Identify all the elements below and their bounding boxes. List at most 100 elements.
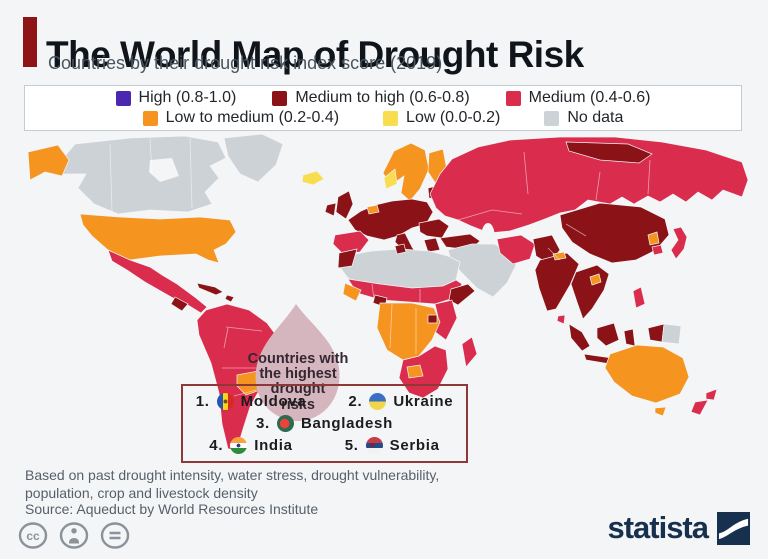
map-region-philippines — [632, 286, 646, 309]
legend-item-low: Low (0.0-0.2) — [383, 109, 500, 127]
flag-bangladesh-icon — [276, 414, 294, 432]
callout-drop-shape — [255, 304, 340, 421]
rank-row-2: 3. Bangladesh — [189, 414, 460, 432]
rank-number-4: 4. — [209, 437, 224, 455]
country-name-moldova: Moldova — [240, 392, 307, 410]
methodology-note: Based on past drought intensity, water s… — [25, 467, 439, 503]
flag-serbia-icon — [365, 437, 383, 455]
map-region-iberia — [332, 230, 370, 255]
map-region-new-guinea-west — [647, 323, 665, 343]
map-region-usa — [79, 213, 237, 264]
map-region-greenland — [223, 133, 284, 183]
map-region-new-guinea-east — [661, 323, 682, 345]
cc-attribution-icon[interactable] — [58, 521, 90, 550]
map-region-new-zealand — [690, 388, 718, 416]
flag-ukraine-icon — [369, 392, 387, 410]
legend-row-2: Low to medium (0.2-0.4) Low (0.0-0.2) No… — [25, 109, 741, 127]
map-region-south-korea — [651, 244, 664, 256]
rank-item-bangladesh: 3. Bangladesh — [256, 414, 393, 432]
map-region-central-africa — [376, 302, 441, 361]
map-region-namibia-botswana — [406, 364, 424, 379]
map-region-borneo — [596, 322, 620, 347]
drop-line-2: the highest — [259, 366, 337, 383]
rank-number-1: 1. — [195, 392, 210, 410]
legend-label-medium-high: Medium to high (0.6-0.8) — [295, 89, 470, 106]
rank-item-moldova: 1. Moldova — [195, 392, 307, 410]
legend-label-medium: Medium (0.4-0.6) — [528, 89, 651, 106]
map-region-sri-lanka — [556, 314, 566, 325]
country-name-bangladesh: Bangladesh — [300, 414, 393, 432]
top-countries-box: 1. Moldova 2. Ukraine 3. Bangladesh 4. I… — [181, 384, 468, 463]
legend-label-low-medium: Low to medium (0.2-0.4) — [165, 109, 340, 126]
legend-swatch-no-data — [544, 110, 560, 126]
cc-icon[interactable]: cc — [17, 521, 49, 550]
rank-number-2: 2. — [348, 392, 363, 410]
callout-drop-text: Countries with the highest drought risks — [236, 351, 360, 413]
legend-label-no-data: No data — [567, 109, 624, 126]
map-region-west-africa — [342, 282, 362, 302]
page-subtitle: Countries by their drought risk index sc… — [48, 53, 443, 73]
legend-swatch-high — [115, 90, 131, 106]
map-region-japan — [670, 226, 688, 260]
statista-logo-text[interactable]: statista — [607, 510, 709, 545]
country-name-serbia: Serbia — [389, 437, 440, 455]
rank-row-3: 4. India 5. Serbia — [189, 437, 460, 455]
note-line-2: population, crop and livestock density — [25, 484, 258, 501]
cc-license-icons: cc — [17, 521, 131, 550]
map-region-morocco — [337, 248, 358, 269]
map-region-somalia — [448, 283, 476, 306]
map-region-canada — [59, 135, 227, 215]
map-region-russia — [429, 136, 749, 234]
legend-swatch-medium — [505, 90, 521, 106]
map-region-caribbean — [196, 282, 235, 303]
rank-item-india: 4. India — [209, 437, 293, 455]
legend-item-low-medium: Low to medium (0.2-0.4) — [142, 109, 340, 127]
map-region-indochina — [570, 264, 610, 320]
legend: High (0.8-1.0) Medium to high (0.6-0.8) … — [24, 85, 742, 131]
map-region-uk — [335, 190, 354, 220]
svg-text:cc: cc — [26, 529, 40, 543]
rank-number-5: 5. — [344, 437, 359, 455]
world-map — [27, 133, 749, 450]
map-region-guatemala — [170, 296, 189, 312]
source-note: Source: Aqueduct by World Resources Inst… — [25, 501, 319, 517]
map-region-tunisia — [394, 243, 407, 255]
statista-branding[interactable]: statista — [607, 510, 750, 546]
map-region-mexico — [107, 249, 208, 314]
hudson-bay — [149, 158, 179, 182]
legend-swatch-medium-high — [272, 90, 288, 106]
map-region-uganda — [427, 314, 438, 324]
map-region-laos — [589, 273, 602, 286]
title-accent-bar — [23, 17, 37, 67]
country-name-india: India — [254, 437, 293, 455]
map-region-tasmania — [654, 406, 667, 417]
map-region-iran — [496, 234, 536, 265]
map-region-iceland — [301, 170, 325, 186]
rank-item-ukraine: 2. Ukraine — [348, 392, 453, 410]
drop-line-4: risks — [281, 396, 315, 413]
legend-item-medium-high: Medium to high (0.6-0.8) — [272, 89, 470, 107]
caspian-sea — [481, 223, 495, 247]
map-region-norway-south — [383, 168, 398, 190]
map-region-sulawesi — [623, 328, 636, 347]
cc-equal-icon[interactable] — [99, 521, 131, 550]
legend-swatch-low — [383, 110, 399, 126]
country-borders — [109, 137, 651, 397]
map-region-alaska — [27, 144, 70, 181]
legend-label-high: High (0.8-1.0) — [138, 89, 237, 106]
legend-swatch-low-medium — [142, 110, 158, 126]
map-region-benelux — [366, 204, 380, 215]
drop-line-1: Countries with — [247, 351, 349, 367]
map-region-balkans — [418, 218, 450, 239]
map-region-ne-siberia — [565, 141, 653, 164]
map-region-nepal — [552, 251, 567, 261]
map-region-scandinavia — [382, 142, 430, 202]
legend-item-medium: Medium (0.4-0.6) — [505, 89, 651, 107]
flag-india-icon — [230, 437, 248, 455]
legend-item-no-data: No data — [544, 109, 623, 127]
map-region-greece — [423, 237, 441, 253]
legend-label-low: Low (0.0-0.2) — [406, 109, 501, 126]
legend-row-1: High (0.8-1.0) Medium to high (0.6-0.8) … — [25, 89, 741, 107]
statista-logo-icon[interactable] — [717, 511, 750, 545]
